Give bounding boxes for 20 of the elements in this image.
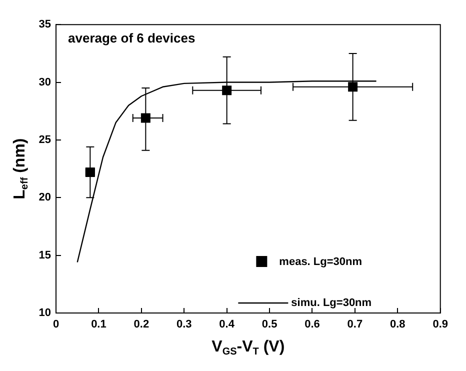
- y-tick-label: 10: [38, 307, 51, 320]
- legend-label: simu. Lg=30nm: [291, 297, 372, 310]
- x-tick-label: 0.8: [390, 318, 406, 331]
- x-tick-label: 0.1: [91, 318, 106, 331]
- x-tick-label: 0.6: [304, 318, 320, 331]
- y-tick-label: 30: [38, 76, 51, 88]
- y-axis-title: Leff (nm): [11, 138, 31, 200]
- x-tick-label: 0.3: [176, 318, 192, 331]
- y-tick-label: 25: [38, 134, 51, 146]
- x-tick-label: 0.7: [347, 318, 363, 331]
- x-tick-label: 0.5: [262, 318, 278, 331]
- x-tick-label: 0.4: [219, 318, 236, 331]
- legend-label: meas. Lg=30nm: [279, 256, 362, 268]
- x-tick-label: 0.9: [432, 318, 448, 331]
- y-tick-label: 20: [38, 192, 51, 204]
- y-tick-label: 15: [38, 249, 51, 262]
- x-tick-label: 0: [52, 318, 60, 331]
- annotation: average of 6 devices: [68, 30, 196, 46]
- y-tick-label: 35: [38, 18, 51, 31]
- x-tick-label: 0.2: [134, 318, 150, 331]
